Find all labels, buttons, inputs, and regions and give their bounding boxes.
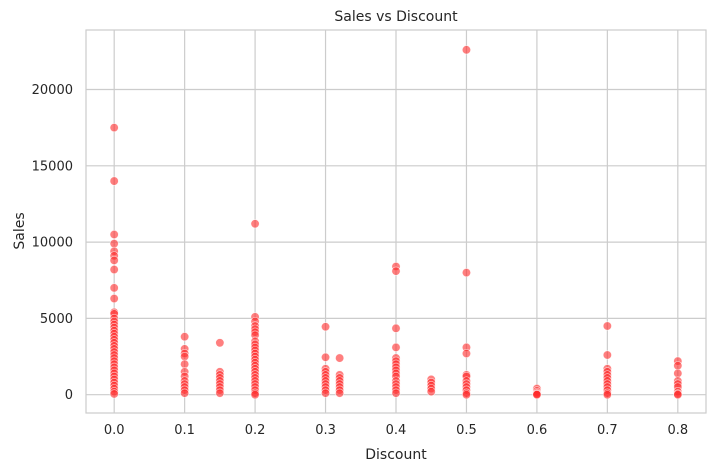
- data-point: [391, 266, 401, 276]
- y-tick-labels: 0 5000 10000 15000 20000: [32, 83, 73, 403]
- data-point: [461, 45, 471, 55]
- data-point: [602, 390, 612, 400]
- data-point: [426, 387, 436, 397]
- data-point: [180, 388, 190, 398]
- data-points: [109, 45, 683, 400]
- data-point: [461, 348, 471, 358]
- data-point: [532, 390, 542, 400]
- y-tick-label: 10000: [32, 236, 73, 251]
- x-tick-label: 0.7: [597, 423, 618, 438]
- data-point: [673, 390, 683, 400]
- data-point: [321, 352, 331, 362]
- data-point: [215, 388, 225, 398]
- data-point: [673, 368, 683, 378]
- y-axis-label: Sales: [12, 212, 28, 249]
- y-tick-label: 0: [65, 388, 73, 403]
- data-point: [180, 332, 190, 342]
- data-point: [391, 388, 401, 398]
- data-point: [109, 389, 119, 399]
- data-point: [109, 255, 119, 265]
- x-axis-label: Discount: [365, 447, 427, 463]
- data-point: [391, 342, 401, 352]
- y-tick-label: 20000: [32, 83, 73, 98]
- data-point: [335, 353, 345, 363]
- data-point: [109, 294, 119, 304]
- data-point: [109, 123, 119, 133]
- data-point: [335, 388, 345, 398]
- x-tick-labels: 0.0 0.1 0.2 0.3 0.4 0.5 0.6 0.7 0.8: [104, 423, 688, 438]
- data-point: [109, 265, 119, 275]
- data-point: [673, 361, 683, 371]
- data-point: [391, 323, 401, 333]
- y-tick-label: 15000: [32, 159, 73, 174]
- data-point: [461, 268, 471, 278]
- chart-title: Sales vs Discount: [334, 9, 458, 25]
- x-tick-label: 0.6: [527, 423, 548, 438]
- data-point: [109, 229, 119, 239]
- data-point: [180, 352, 190, 362]
- data-point: [602, 350, 612, 360]
- data-point: [321, 388, 331, 398]
- x-tick-label: 0.3: [315, 423, 336, 438]
- x-tick-label: 0.1: [174, 423, 195, 438]
- x-tick-label: 0.4: [386, 423, 407, 438]
- grid-layer: [86, 30, 706, 413]
- x-tick-label: 0.5: [456, 423, 477, 438]
- data-point: [109, 283, 119, 293]
- data-point: [250, 219, 260, 229]
- x-tick-label: 0.2: [245, 423, 266, 438]
- data-point: [215, 338, 225, 348]
- data-point: [180, 359, 190, 369]
- data-point: [321, 322, 331, 332]
- plot-frame: [85, 29, 707, 414]
- data-point: [602, 321, 612, 331]
- y-tick-label: 5000: [40, 312, 73, 327]
- x-tick-label: 0.0: [104, 423, 125, 438]
- data-point: [461, 390, 471, 400]
- data-point: [109, 176, 119, 186]
- data-point: [109, 239, 119, 249]
- x-tick-label: 0.8: [667, 423, 688, 438]
- data-point: [250, 390, 260, 400]
